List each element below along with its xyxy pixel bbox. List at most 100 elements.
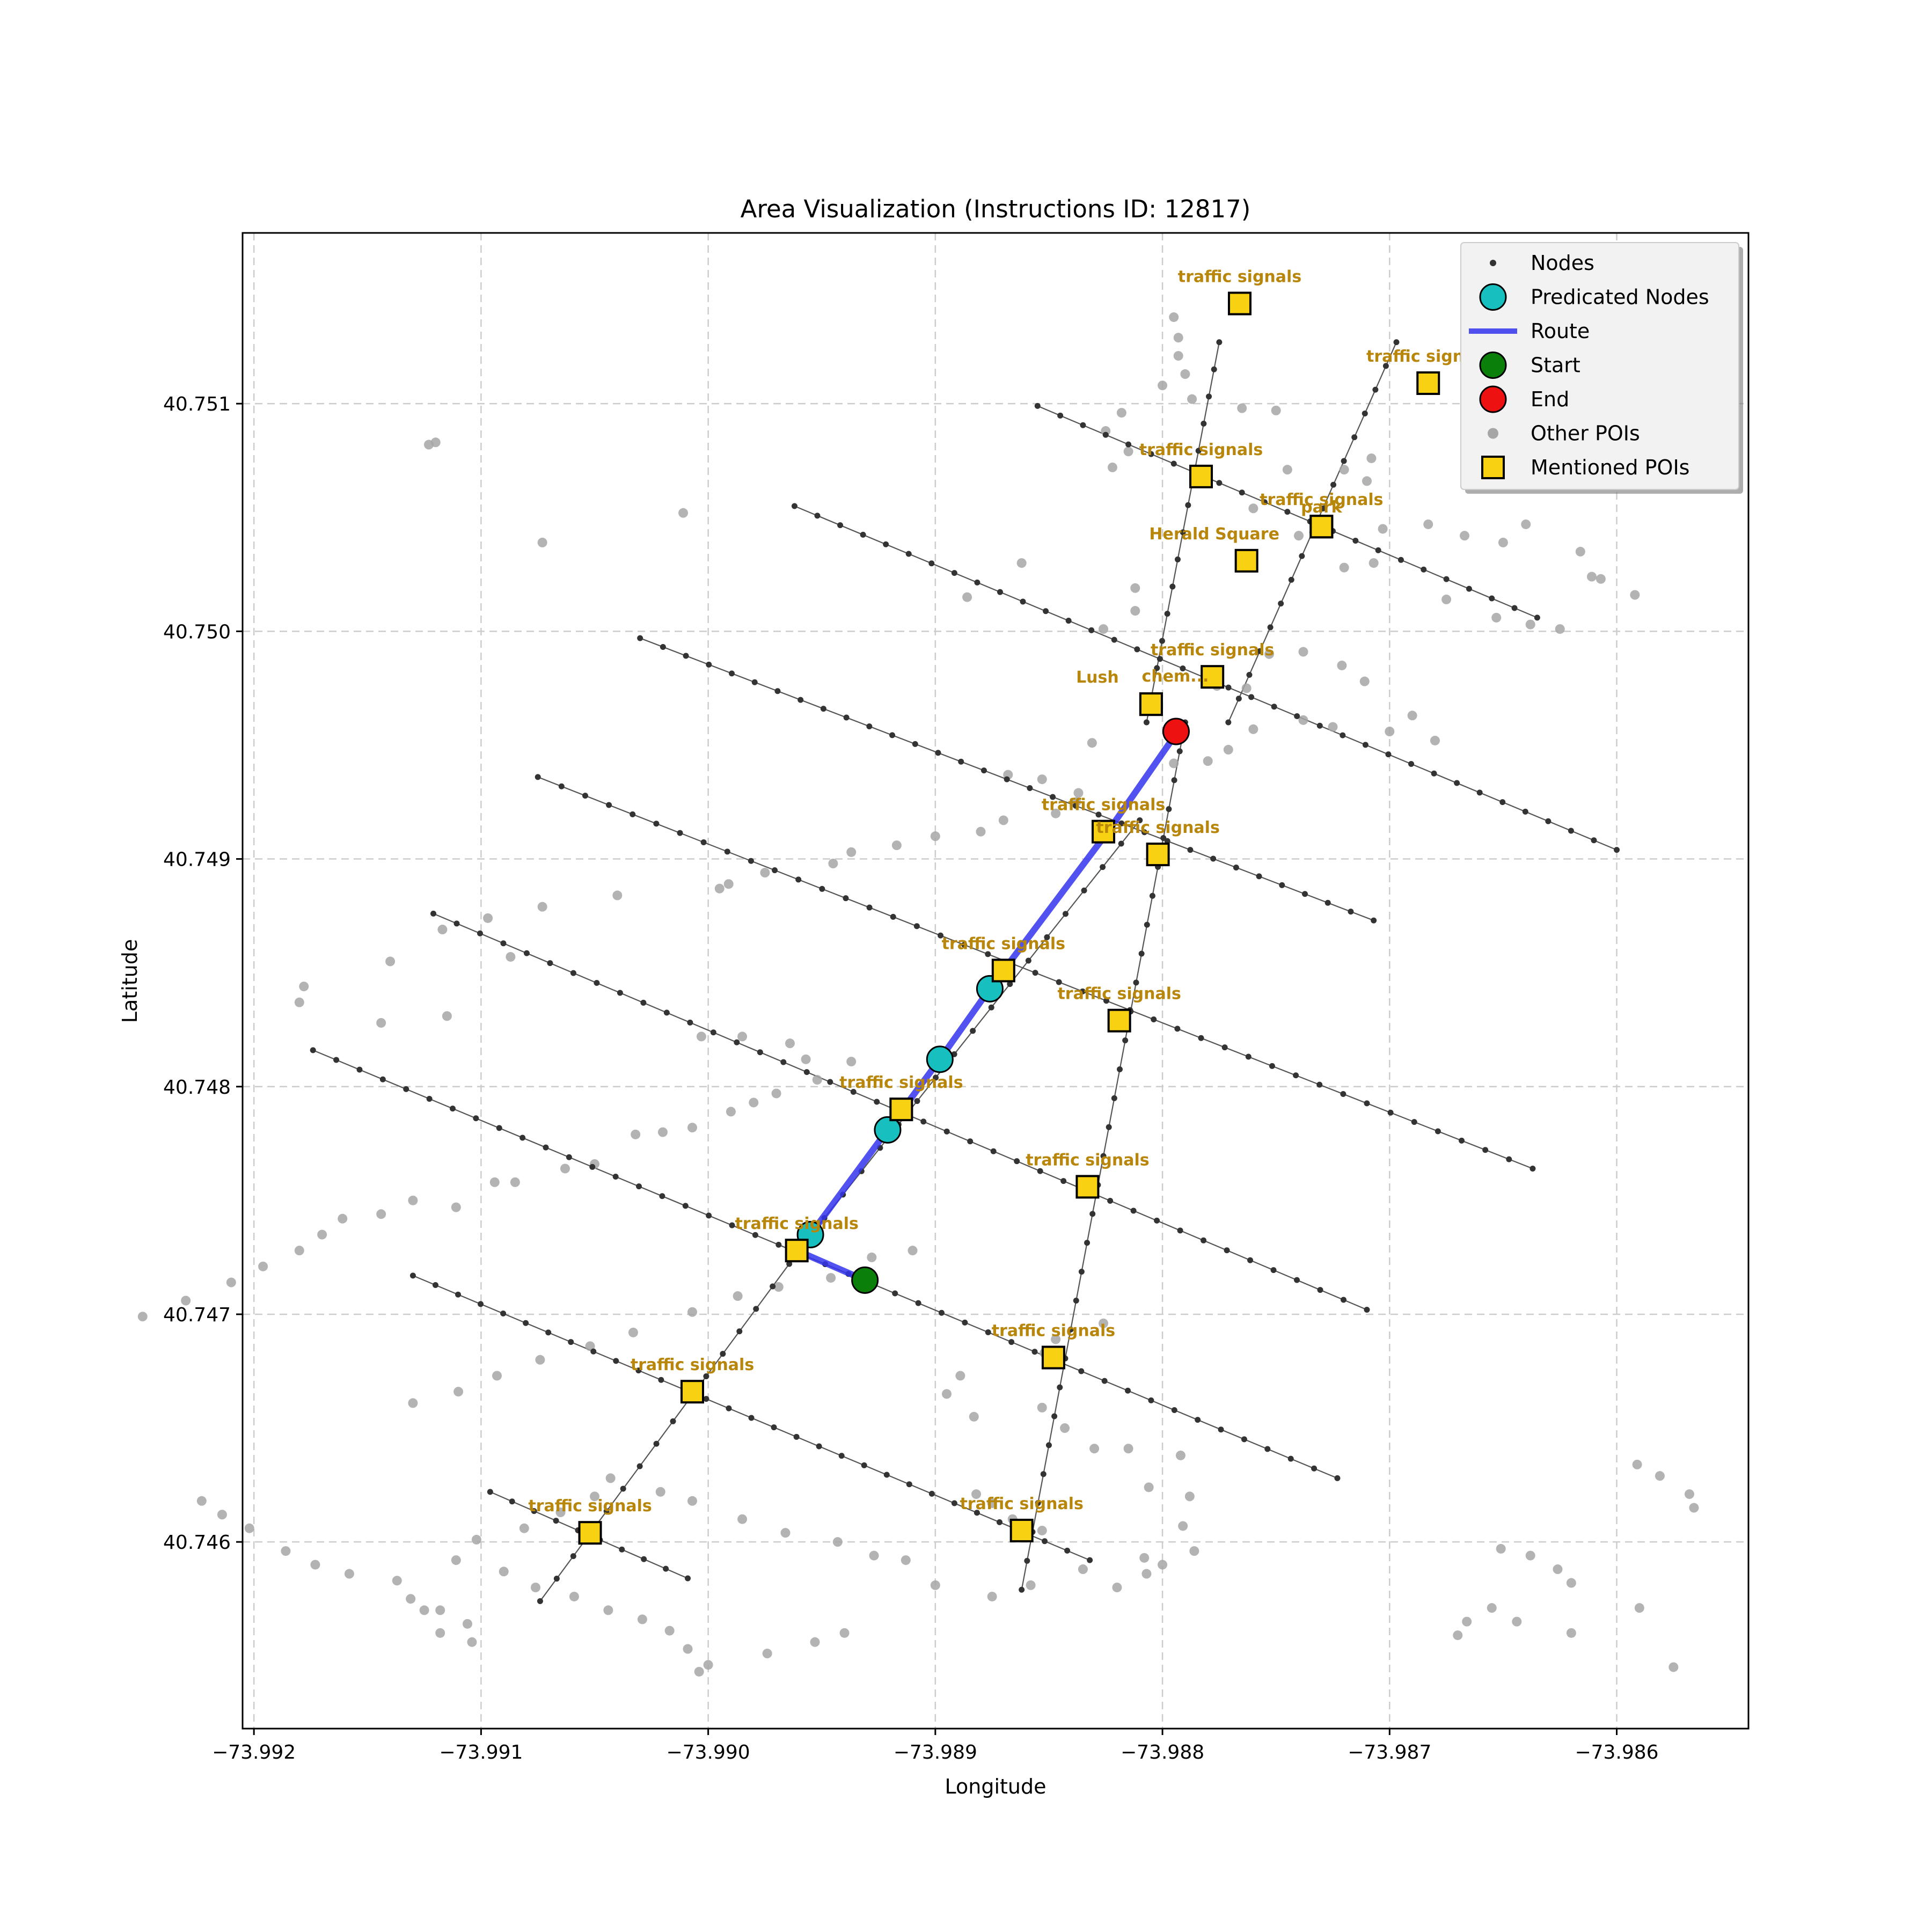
other-poi-point [1037, 1402, 1047, 1413]
other-poi-point [655, 1487, 665, 1497]
node-point [1239, 489, 1245, 496]
node-point [500, 1311, 507, 1317]
node-point [453, 920, 460, 927]
node-point [1171, 1407, 1177, 1414]
node-point [967, 1138, 974, 1145]
other-poi-point [258, 1261, 268, 1271]
node-point [883, 1472, 890, 1478]
node-point [1233, 864, 1239, 870]
other-poi-point [930, 1580, 940, 1590]
start-end-markers [851, 718, 1190, 1294]
node-point [1014, 1158, 1020, 1165]
other-poi-point [1430, 735, 1440, 745]
other-poi-point [1248, 724, 1258, 734]
other-poi-point [1298, 715, 1308, 725]
node-point [1081, 887, 1087, 894]
node-point [814, 513, 821, 519]
node-point [1125, 1387, 1131, 1394]
node-point [509, 1498, 515, 1505]
node-point [906, 1481, 912, 1488]
node-point [1435, 1128, 1441, 1135]
node-point [1198, 1035, 1204, 1041]
node-point [1111, 636, 1117, 643]
other-poi-point [1566, 1578, 1576, 1588]
other-poi-point [1294, 531, 1304, 541]
other-poi-point [555, 1507, 566, 1518]
node-point [1148, 451, 1154, 457]
legend-other-poi-icon [1488, 428, 1498, 439]
other-poi-point [687, 1307, 697, 1317]
node-point [1431, 770, 1437, 777]
node-point [1511, 605, 1518, 611]
other-poi-point [628, 1327, 638, 1337]
node-point [636, 1463, 643, 1469]
other-poi-point [1099, 624, 1109, 634]
other-poi-point [1684, 1489, 1694, 1499]
other-poi-point [1237, 403, 1247, 413]
node-point [683, 653, 689, 659]
other-poi-point [1184, 1491, 1195, 1502]
node-point [1210, 855, 1217, 862]
node-point [1248, 694, 1255, 700]
mentioned-poi-label: Lush [1076, 668, 1119, 687]
other-poi-point [1203, 756, 1213, 766]
node-point [523, 950, 530, 956]
node-point [531, 1508, 537, 1514]
other-poi-point [733, 1291, 743, 1301]
other-poi-point [430, 437, 441, 448]
node-point [1225, 719, 1232, 726]
node-point [1591, 837, 1597, 844]
other-poi-point [1223, 744, 1233, 755]
grid [243, 233, 1748, 1729]
node-point [1064, 1547, 1071, 1554]
node-point [816, 1443, 822, 1450]
mentioned-poi-marker [578, 1521, 602, 1545]
node-point [1568, 828, 1574, 834]
node-point [970, 1028, 976, 1034]
node-point [827, 1079, 833, 1085]
other-poi-point [664, 1626, 675, 1636]
mentioned-poi-label: traffic signals [528, 1497, 652, 1516]
node-point [1454, 780, 1460, 786]
other-poi-point [1566, 1628, 1576, 1638]
other-poi-point [406, 1594, 416, 1604]
node-point [843, 714, 850, 721]
node-point [1482, 1147, 1489, 1153]
other-pois [137, 312, 1699, 1677]
other-poi-point [1328, 722, 1338, 732]
node-point [1320, 506, 1326, 512]
node-point [1034, 402, 1041, 409]
other-poi-point [1596, 574, 1606, 584]
node-point [1421, 566, 1427, 573]
node-point [1316, 722, 1323, 729]
node-point [1224, 1247, 1230, 1254]
node-point [1151, 1016, 1157, 1023]
node-point [570, 970, 576, 976]
other-poi-point [467, 1637, 477, 1647]
node-point [1025, 957, 1031, 964]
legend-label: End [1531, 387, 1569, 411]
node-point [568, 1339, 574, 1345]
node-point [820, 706, 826, 712]
node-point [780, 1059, 787, 1065]
other-poi-point [998, 815, 1008, 825]
node-point [1235, 696, 1242, 702]
node-point [1362, 742, 1368, 748]
node-point [706, 661, 712, 668]
y-axis-ticks: 40.746 40.747 40.748 40.749 40.750 40.751 [163, 393, 243, 1554]
node-point [1044, 934, 1050, 940]
other-poi-point [1298, 647, 1308, 657]
predicted-node-marker [926, 1045, 954, 1073]
node-point [1102, 431, 1109, 438]
other-poi-point [971, 1489, 982, 1499]
node-point [1221, 1044, 1228, 1051]
x-tick-label: −73.987 [1348, 1741, 1431, 1763]
node-point [1057, 1384, 1063, 1391]
other-poi-point [1051, 808, 1061, 818]
other-poi-point [1630, 590, 1640, 600]
other-poi-point [1169, 758, 1179, 769]
other-poi-point [1264, 649, 1274, 659]
node-point [1050, 794, 1056, 800]
other-poi-point [1632, 1459, 1642, 1469]
